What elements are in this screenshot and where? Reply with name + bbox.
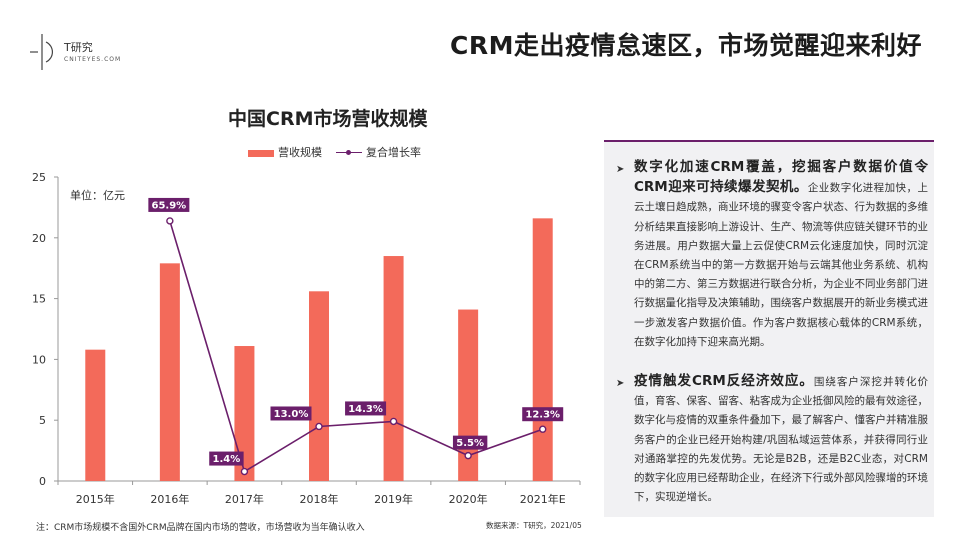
- arrow-right-icon: ➤: [616, 378, 625, 389]
- legend-line-swatch: [336, 149, 362, 157]
- insight-heading: 疫情触发CRM反经济效应。: [634, 373, 814, 389]
- growth-rate-point: [389, 417, 398, 426]
- growth-rate-label-bg: [148, 197, 190, 212]
- brand-name: T研究: [64, 41, 93, 54]
- revenue-chart: 0 5 10 15 20 25 2015年 2016年 2017年 2018年 2019年 2020年…: [32, 171, 581, 506]
- footnote: 注：CRM市场规模不含国外CRM品牌在国内市场的营收，市场营收为当年确认收入: [36, 523, 365, 533]
- y-tick-label: 0: [39, 475, 46, 488]
- insight-body: 围绕客户深挖并转化价值，育客、保客、留客、粘客成为企业抵御风险的最有效途径，数字…: [634, 376, 928, 504]
- insight-section-digital: ➤ 数字化加速CRM覆盖，挖掘客户数据价值令CRM迎来可持续爆发契机。企业数字化…: [616, 158, 928, 352]
- growth-rate-label: 5.5%: [456, 438, 484, 449]
- brand-site: CNITEYES.COM: [64, 56, 122, 63]
- growth-rate-label: 1.4%: [213, 454, 241, 465]
- bar-revenue: [309, 291, 329, 481]
- x-tick-label: 2020年: [449, 492, 488, 506]
- insight-heading: 数字化加速CRM覆盖，挖掘客户数据价值令CRM迎来可持续爆发契机。: [634, 159, 928, 196]
- chart-title: 中国CRM市场营收规模: [228, 108, 428, 130]
- legend-bar-swatch: [248, 149, 274, 157]
- growth-rate-point: [539, 425, 547, 433]
- y-tick-label: 5: [39, 414, 46, 427]
- growth-rate-point: [464, 451, 472, 460]
- insight-body: 企业数字化进程加快，上云土壤日趋成熟，商业环境的骤变令客户状态、行为数据的多维分…: [634, 182, 928, 348]
- y-tick-label: 15: [32, 293, 46, 306]
- x-tick-label: 2016年: [150, 492, 189, 506]
- growth-rate-label: 13.0%: [274, 409, 309, 420]
- legend-item-line: 复合增长率: [336, 144, 421, 160]
- unit-label: 单位：亿元: [70, 189, 125, 202]
- legend-bar-label: 营收规模: [278, 146, 322, 159]
- x-tick-label: 2018年: [300, 492, 339, 506]
- x-tick-label: 2015年: [76, 492, 115, 506]
- growth-rate-point: [166, 217, 174, 225]
- y-tick-label: 10: [32, 353, 46, 366]
- growth-rate-label: 14.3%: [348, 404, 383, 415]
- page-title: CRM走出疫情怠速区，市场觉醒迎来利好: [450, 31, 922, 60]
- growth-rate-label-bg: [452, 435, 488, 450]
- growth-rate-label: 12.3%: [525, 410, 560, 421]
- brand-logo: T研究 CNITEYES.COM: [28, 30, 158, 74]
- growth-rate-label-bg: [345, 401, 387, 416]
- y-tick-label: 25: [32, 171, 46, 184]
- insight-text: 疫情触发CRM反经济效应。围绕客户深挖并转化价值，育客、保客、留客、粘客成为企业…: [634, 372, 928, 507]
- bar-revenue: [159, 263, 180, 481]
- arrow-right-icon: ➤: [616, 164, 625, 175]
- bar-revenue: [383, 256, 404, 481]
- bar-revenue: [85, 349, 106, 481]
- x-tick-label: 2019年: [374, 492, 413, 506]
- insight-section-pandemic: ➤ 疫情触发CRM反经济效应。围绕客户深挖并转化价值，育客、保客、留客、粘客成为…: [616, 372, 928, 507]
- growth-rate-point: [315, 422, 323, 431]
- bar-revenue: [532, 218, 553, 481]
- bar-revenue: [234, 346, 255, 481]
- insight-panel: ➤ 数字化加速CRM覆盖，挖掘客户数据价值令CRM迎来可持续爆发契机。企业数字化…: [604, 140, 934, 517]
- growth-rate-point: [240, 467, 249, 476]
- brand-mark-icon: [30, 34, 54, 70]
- legend-item-bar: 营收规模: [248, 144, 322, 160]
- growth-rate-label-bg: [209, 451, 244, 466]
- growth-rate-label: 65.9%: [152, 200, 187, 211]
- y-tick-label: 20: [32, 232, 46, 245]
- growth-rate-line: [169, 220, 543, 473]
- legend-line-label: 复合增长率: [366, 146, 421, 159]
- growth-rate-label-bg: [522, 407, 564, 422]
- x-tick-label: 2021年E: [520, 492, 566, 506]
- x-tick-label: 2017年: [225, 492, 264, 506]
- growth-rate-label-bg: [270, 406, 312, 421]
- insight-text: 数字化加速CRM覆盖，挖掘客户数据价值令CRM迎来可持续爆发契机。企业数字化进程…: [634, 158, 928, 352]
- data-source: 数据来源：T研究，2021/05: [486, 521, 582, 530]
